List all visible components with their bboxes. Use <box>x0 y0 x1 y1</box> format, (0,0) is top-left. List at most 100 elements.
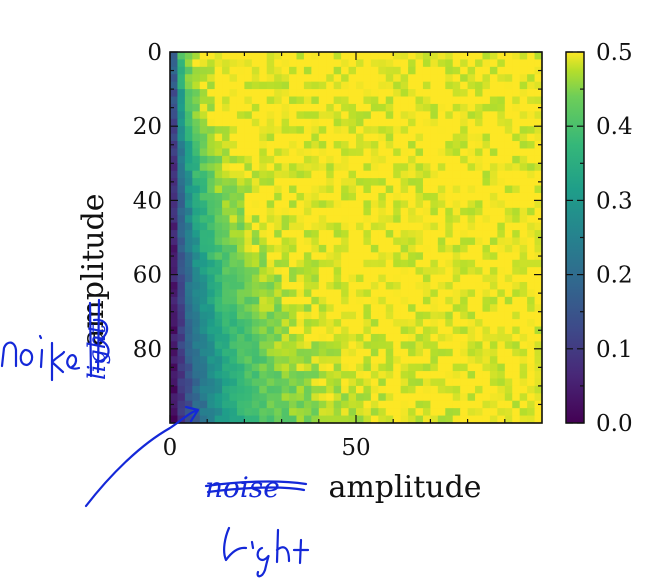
heatmap-cell <box>244 356 253 365</box>
heatmap-cell <box>296 348 305 357</box>
heatmap-cell <box>214 74 223 83</box>
heatmap-cell <box>207 415 216 424</box>
heatmap-cell <box>318 96 327 105</box>
heatmap-cell <box>400 170 409 179</box>
heatmap-cell <box>489 170 498 179</box>
heatmap-cell <box>422 252 431 261</box>
heatmap-cell <box>460 319 469 328</box>
heatmap-cell <box>504 141 513 150</box>
heatmap-cell <box>318 341 327 350</box>
heatmap-cell <box>534 52 543 61</box>
heatmap-cell <box>303 89 312 98</box>
heatmap-cell <box>281 282 290 291</box>
heatmap-cell <box>192 133 201 142</box>
heatmap-cell <box>274 207 283 216</box>
heatmap-cell <box>170 81 179 90</box>
heatmap-cell <box>534 89 543 98</box>
heatmap-cell <box>170 59 179 68</box>
heatmap-cell <box>512 267 521 276</box>
heatmap-cell <box>497 59 506 68</box>
heatmap-cell <box>274 385 283 394</box>
heatmap-cell <box>430 192 439 201</box>
heatmap-cell <box>408 400 417 409</box>
heatmap-cell <box>504 378 513 387</box>
heatmap-cell <box>281 178 290 187</box>
heatmap-cell <box>385 274 394 283</box>
heatmap-cell <box>222 289 231 298</box>
heatmap-cell <box>326 178 335 187</box>
heatmap-cell <box>244 185 253 194</box>
heatmap-cell <box>274 296 283 305</box>
heatmap-cell <box>430 103 439 112</box>
heatmap-cell <box>408 393 417 402</box>
heatmap-cell <box>519 59 528 68</box>
heatmap-cell <box>274 274 283 283</box>
heatmap-cell <box>296 170 305 179</box>
heatmap-cell <box>296 185 305 194</box>
heatmap-cell <box>519 341 528 350</box>
heatmap-cell <box>408 326 417 335</box>
heatmap-cell <box>400 356 409 365</box>
heatmap-cell <box>170 252 179 261</box>
heatmap-cell <box>303 385 312 394</box>
heatmap-cell <box>259 244 268 253</box>
heatmap-cell <box>475 170 484 179</box>
heatmap-cell <box>527 415 536 424</box>
y-tick-label: 60 <box>133 263 162 289</box>
heatmap-cell <box>422 333 431 342</box>
heatmap-cell <box>341 319 350 328</box>
heatmap-cell <box>519 252 528 261</box>
heatmap-cell <box>326 348 335 357</box>
heatmap-cell <box>512 170 521 179</box>
heatmap-cell <box>489 274 498 283</box>
heatmap-cell <box>504 348 513 357</box>
heatmap-cell <box>192 148 201 157</box>
heatmap-cell <box>393 400 402 409</box>
heatmap-cell <box>445 133 454 142</box>
heatmap-cell <box>170 96 179 105</box>
heatmap-cell <box>199 400 208 409</box>
heatmap-cell <box>177 378 186 387</box>
heatmap-cell <box>430 230 439 239</box>
heatmap-cell <box>259 155 268 164</box>
heatmap-cell <box>207 163 216 172</box>
heatmap-cell <box>519 408 528 417</box>
heatmap-cell <box>460 363 469 372</box>
heatmap-cell <box>378 89 387 98</box>
heatmap-cell <box>504 155 513 164</box>
heatmap-cell <box>229 274 238 283</box>
heatmap-cell <box>363 178 372 187</box>
heatmap-cell <box>236 356 245 365</box>
heatmap-cell <box>266 274 275 283</box>
heatmap-cell <box>326 163 335 172</box>
heatmap-cell <box>475 311 484 320</box>
heatmap-cell <box>445 341 454 350</box>
heatmap-cell <box>519 348 528 357</box>
heatmap-cell <box>370 282 379 291</box>
heatmap-cell <box>445 170 454 179</box>
heatmap-cell <box>244 170 253 179</box>
heatmap-cell <box>259 133 268 142</box>
heatmap-cell <box>289 222 298 231</box>
heatmap-cell <box>504 237 513 246</box>
heatmap-cell <box>311 126 320 135</box>
heatmap-cell <box>437 385 446 394</box>
heatmap-cell <box>199 155 208 164</box>
heatmap-cell <box>222 408 231 417</box>
heatmap-cell <box>363 259 372 268</box>
heatmap-cell <box>363 304 372 313</box>
heatmap-cell <box>370 378 379 387</box>
heatmap-cell <box>244 103 253 112</box>
heatmap-cell <box>422 267 431 276</box>
heatmap-cell <box>527 267 536 276</box>
heatmap-cell <box>452 192 461 201</box>
heatmap-cell <box>445 207 454 216</box>
heatmap-cell <box>214 311 223 320</box>
heatmap-cell <box>303 415 312 424</box>
heatmap-cell <box>318 274 327 283</box>
heatmap-cell <box>170 200 179 209</box>
heatmap-cell <box>274 244 283 253</box>
heatmap-cell <box>244 244 253 253</box>
heatmap-cell <box>430 118 439 127</box>
heatmap-cell <box>475 192 484 201</box>
